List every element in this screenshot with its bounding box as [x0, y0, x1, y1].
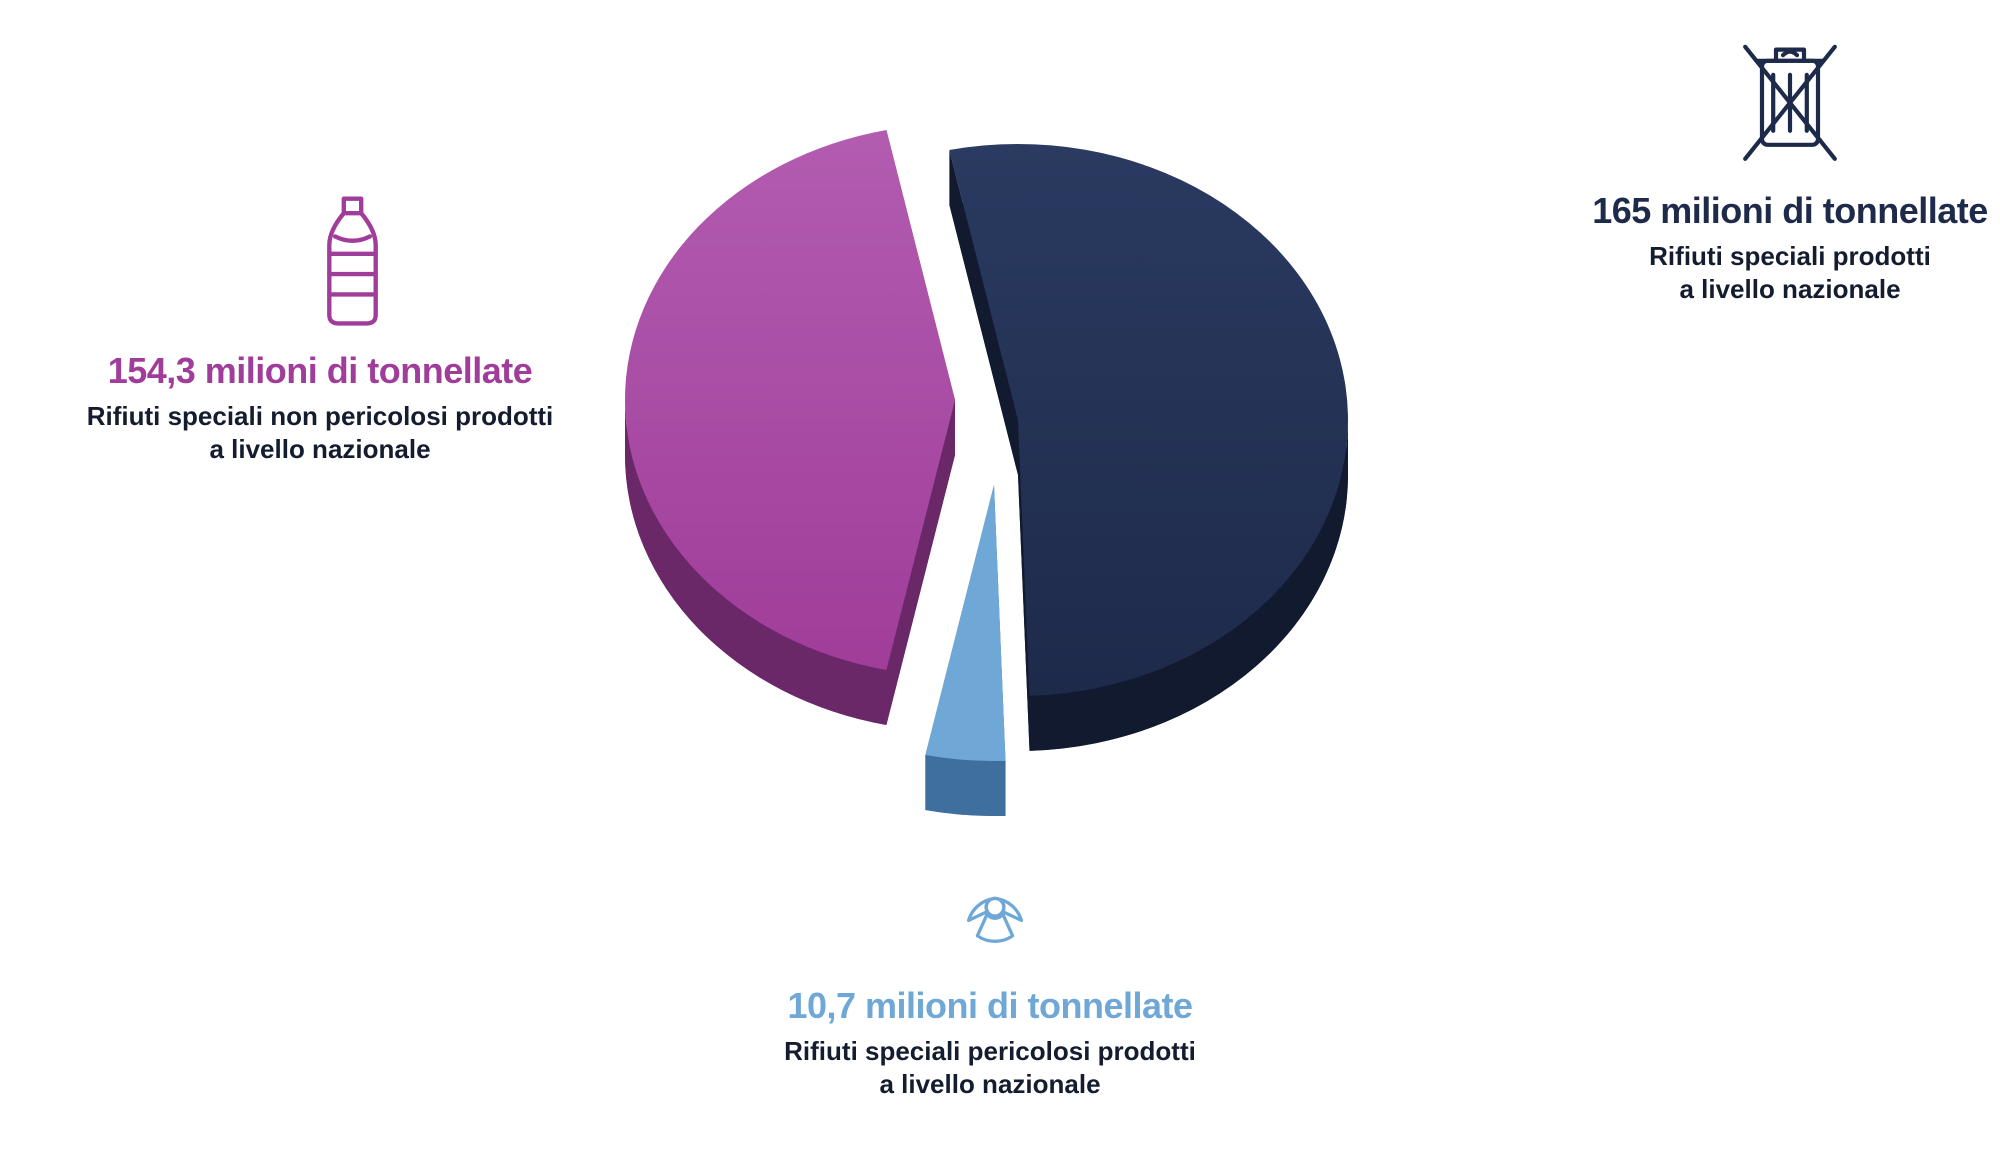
label-total-value: 165 milioni di tonnellate	[1560, 190, 2000, 232]
label-hazardous-value: 10,7 milioni di tonnellate	[680, 985, 1300, 1027]
label-nonhazardous-desc: Rifiuti speciali non pericolosi prodotti…	[40, 400, 600, 465]
radiation-icon	[940, 850, 1050, 960]
chart-stage: 165 milioni di tonnellate Rifiuti specia…	[0, 0, 2000, 1149]
label-hazardous: 10,7 milioni di tonnellate Rifiuti speci…	[680, 985, 1300, 1100]
bottle-icon	[280, 190, 425, 335]
label-total: 165 milioni di tonnellate Rifiuti specia…	[1560, 190, 2000, 305]
pie-slice-hazardous	[925, 485, 1005, 816]
pie-slice-nonhazardous	[625, 130, 955, 725]
trash-x-icon	[1720, 30, 1860, 170]
pie-slice-total	[949, 144, 1348, 751]
label-nonhazardous: 154,3 milioni di tonnellate Rifiuti spec…	[40, 350, 600, 465]
label-hazardous-desc: Rifiuti speciali pericolosi prodotti a l…	[680, 1035, 1300, 1100]
label-total-desc: Rifiuti speciali prodotti a livello nazi…	[1560, 240, 2000, 305]
label-nonhazardous-value: 154,3 milioni di tonnellate	[40, 350, 600, 392]
pie-chart	[0, 0, 2000, 1149]
